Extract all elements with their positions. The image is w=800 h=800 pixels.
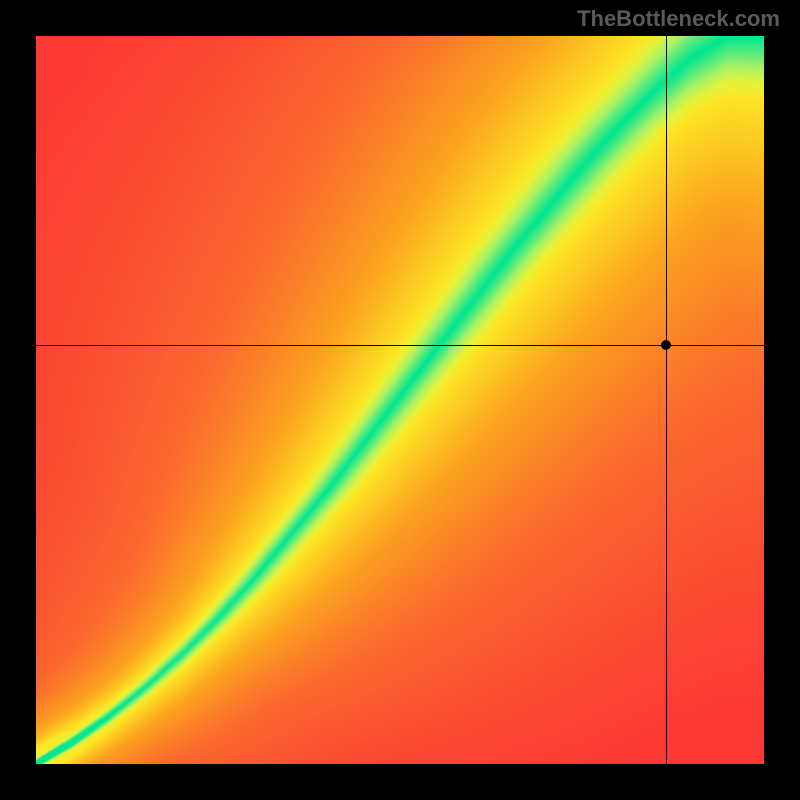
crosshair-horizontal (36, 345, 764, 346)
watermark-text: TheBottleneck.com (577, 6, 780, 32)
crosshair-vertical (666, 36, 667, 764)
crosshair-point (661, 340, 671, 350)
heatmap-canvas (36, 36, 764, 764)
bottleneck-heatmap (36, 36, 764, 764)
